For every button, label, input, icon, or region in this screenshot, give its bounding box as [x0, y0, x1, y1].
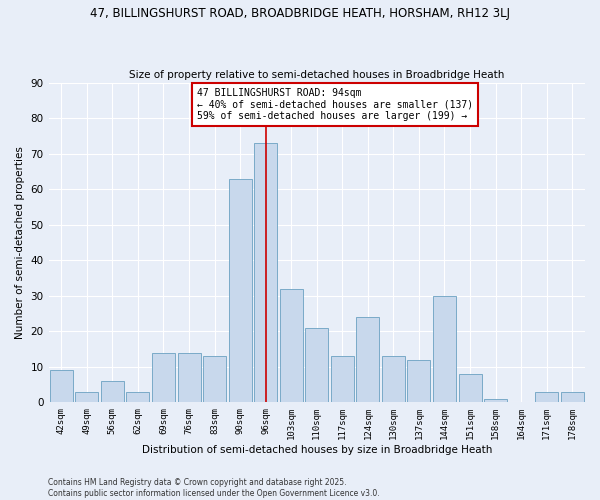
Text: Contains HM Land Registry data © Crown copyright and database right 2025.
Contai: Contains HM Land Registry data © Crown c… — [48, 478, 380, 498]
Bar — [458, 374, 482, 402]
Bar — [178, 352, 200, 403]
Bar — [535, 392, 558, 402]
Bar — [382, 356, 405, 403]
Title: Size of property relative to semi-detached houses in Broadbridge Heath: Size of property relative to semi-detach… — [129, 70, 505, 81]
Bar — [50, 370, 73, 402]
Bar — [229, 178, 251, 402]
Text: 47 BILLINGSHURST ROAD: 94sqm
← 40% of semi-detached houses are smaller (137)
59%: 47 BILLINGSHURST ROAD: 94sqm ← 40% of se… — [197, 88, 473, 121]
X-axis label: Distribution of semi-detached houses by size in Broadbridge Heath: Distribution of semi-detached houses by … — [142, 445, 492, 455]
Bar — [433, 296, 456, 403]
Bar — [305, 328, 328, 402]
Bar — [127, 392, 149, 402]
Bar — [561, 392, 584, 402]
Bar — [152, 352, 175, 403]
Bar — [331, 356, 354, 403]
Bar — [407, 360, 430, 403]
Bar — [76, 392, 98, 402]
Bar — [101, 381, 124, 402]
Bar — [484, 399, 507, 402]
Y-axis label: Number of semi-detached properties: Number of semi-detached properties — [15, 146, 25, 339]
Bar — [254, 143, 277, 403]
Bar — [280, 288, 303, 403]
Bar — [203, 356, 226, 403]
Text: 47, BILLINGSHURST ROAD, BROADBRIDGE HEATH, HORSHAM, RH12 3LJ: 47, BILLINGSHURST ROAD, BROADBRIDGE HEAT… — [90, 8, 510, 20]
Bar — [356, 317, 379, 402]
